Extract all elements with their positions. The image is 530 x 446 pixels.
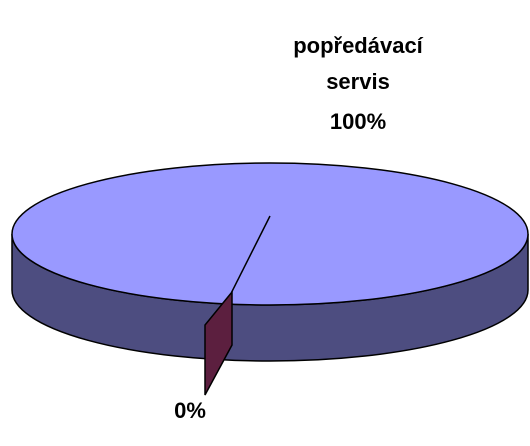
pie-slice [11, 162, 529, 306]
pie-slice [204, 289, 233, 396]
slice-label: popředávací servis [293, 33, 423, 94]
value-label: 0% [174, 398, 206, 423]
slice-label-line: servis [326, 69, 390, 94]
slice-label-line: popředávací [293, 33, 423, 58]
value-label: 100% [330, 109, 386, 134]
slice-edge [230, 215, 271, 293]
